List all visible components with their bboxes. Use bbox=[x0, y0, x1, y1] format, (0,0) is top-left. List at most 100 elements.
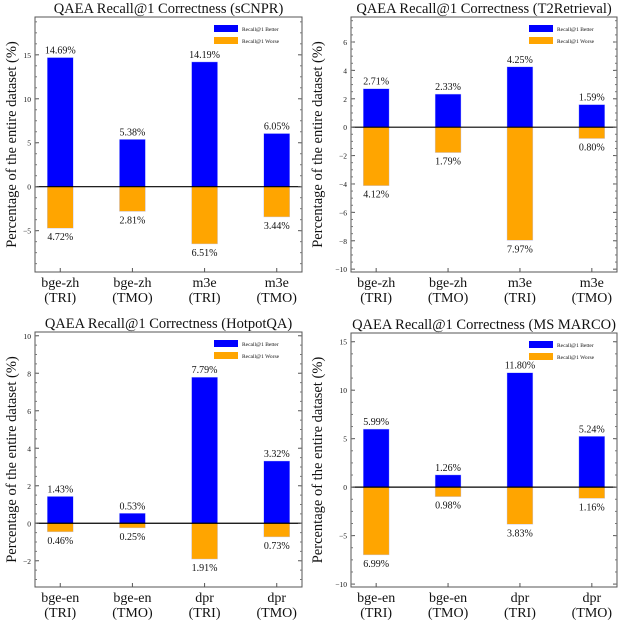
y-tick-label: −2 bbox=[23, 557, 31, 566]
x-tick-label: dpr bbox=[583, 591, 602, 606]
x-tick-label: bge-zh bbox=[113, 276, 151, 291]
data-label: 2.71% bbox=[363, 77, 389, 88]
data-label: 2.33% bbox=[435, 82, 461, 93]
x-tick-label: (TRI) bbox=[504, 606, 536, 621]
y-tick-label: −5 bbox=[23, 227, 31, 236]
data-label: 1.16% bbox=[579, 502, 605, 513]
legend-swatch-better bbox=[214, 25, 238, 32]
bar-better bbox=[434, 93, 462, 128]
bar-better bbox=[506, 66, 534, 128]
data-label: 4.72% bbox=[47, 232, 73, 243]
data-label: 11.80% bbox=[505, 361, 535, 372]
x-tick-label: (TMO) bbox=[572, 291, 613, 306]
y-tick-label: 10 bbox=[24, 95, 32, 104]
y-tick-label: −10 bbox=[335, 265, 347, 274]
bar-better bbox=[363, 88, 390, 128]
x-tick-label: (TRI) bbox=[189, 606, 221, 621]
data-label: 1.43% bbox=[47, 484, 73, 495]
data-label: 0.53% bbox=[119, 501, 145, 512]
bar-better bbox=[263, 460, 290, 524]
data-label: 1.79% bbox=[435, 157, 461, 168]
data-label: 0.80% bbox=[579, 143, 605, 154]
x-tick-label: (TRI) bbox=[360, 606, 392, 621]
y-tick-label: 6 bbox=[27, 407, 31, 416]
y-axis-label: Percentage of the entire dataset (%) bbox=[310, 41, 326, 248]
bar-worse bbox=[263, 523, 290, 538]
y-axis-label: Percentage of the entire dataset (%) bbox=[310, 357, 326, 564]
data-label: 0.73% bbox=[264, 541, 290, 552]
data-label: 2.81% bbox=[119, 215, 145, 226]
chart-svg: QAEA Recall@1 Correctness (T2Retrieval) P… bbox=[310, 1, 618, 306]
legend-swatch-better bbox=[529, 341, 553, 348]
bar-better bbox=[506, 372, 534, 488]
x-tick-label: bge-en bbox=[429, 591, 467, 606]
legend-label: Recall@1 Worse bbox=[557, 39, 595, 45]
bar-worse bbox=[506, 486, 534, 525]
y-axis-label: Percentage of the entire dataset (%) bbox=[4, 356, 20, 563]
data-label: 4.25% bbox=[507, 55, 533, 66]
x-tick-label: bge-zh bbox=[429, 276, 467, 291]
x-tick-label: dpr bbox=[511, 591, 530, 606]
chart-title: QAEA Recall@1 Correctness (MS MARCO) bbox=[352, 317, 616, 333]
y-tick-label: −8 bbox=[339, 237, 347, 246]
bar-better bbox=[119, 513, 146, 524]
bar-worse bbox=[506, 126, 534, 241]
y-tick-label: −4 bbox=[339, 180, 347, 189]
bar-better bbox=[578, 436, 605, 488]
x-tick-label: (TMO) bbox=[257, 291, 298, 306]
legend-label: Recall@1 Worse bbox=[242, 354, 280, 360]
y-tick-label: −2 bbox=[339, 152, 347, 161]
chart-svg: QAEA Recall@1 Correctness (sCNPR) Percent… bbox=[4, 1, 303, 306]
legend-swatch-better bbox=[529, 25, 553, 32]
bar-worse bbox=[578, 126, 605, 139]
x-tick-label: m3e bbox=[193, 276, 217, 291]
data-label: 3.44% bbox=[264, 221, 290, 232]
y-tick-label: 0 bbox=[343, 483, 347, 492]
y-tick-label: 6 bbox=[343, 38, 347, 47]
chart-panel: QAEA Recall@1 Correctness (MS MARCO) Perc… bbox=[310, 310, 640, 621]
y-tick-label: 5 bbox=[27, 139, 31, 148]
bar-worse bbox=[119, 523, 146, 529]
bar-better bbox=[47, 57, 74, 187]
chart-panel: QAEA Recall@1 Correctness (T2Retrieval) P… bbox=[310, 0, 640, 310]
bar-worse bbox=[434, 486, 462, 497]
data-label: 0.98% bbox=[435, 501, 461, 512]
x-tick-label: (TMO) bbox=[428, 606, 469, 621]
y-tick-label: 8 bbox=[27, 369, 31, 378]
legend-label: Recall@1 Better bbox=[242, 342, 279, 348]
bar-better bbox=[191, 61, 218, 187]
plot-frame bbox=[350, 332, 618, 588]
legend-swatch-worse bbox=[529, 353, 553, 360]
data-label: 7.79% bbox=[192, 365, 218, 376]
data-label: 1.26% bbox=[435, 463, 461, 474]
y-tick-label: 0 bbox=[27, 183, 31, 192]
x-tick-label: (TMO) bbox=[112, 606, 153, 621]
x-tick-label: m3e bbox=[265, 276, 289, 291]
chart-svg: QAEA Recall@1 Correctness (MS MARCO) Perc… bbox=[310, 317, 618, 621]
bar-better bbox=[363, 428, 390, 488]
y-axis-label: Percentage of the entire dataset (%) bbox=[4, 41, 20, 248]
x-tick-label: bge-zh bbox=[357, 276, 395, 291]
x-tick-label: (TRI) bbox=[504, 291, 536, 306]
x-tick-label: m3e bbox=[580, 276, 604, 291]
data-label: 3.83% bbox=[507, 528, 533, 539]
chart-title: QAEA Recall@1 Correctness (HotpotQA) bbox=[45, 316, 292, 332]
legend-swatch-worse bbox=[214, 37, 238, 44]
bar-worse bbox=[47, 186, 74, 229]
y-tick-label: 0 bbox=[343, 123, 347, 132]
bar-worse bbox=[363, 126, 390, 186]
y-tick-label: 0 bbox=[27, 519, 31, 528]
x-tick-label: (TRI) bbox=[360, 291, 392, 306]
x-tick-label: dpr bbox=[195, 591, 214, 606]
bar-better bbox=[578, 104, 605, 128]
data-label: 5.24% bbox=[579, 424, 605, 435]
y-tick-label: 4 bbox=[343, 66, 347, 75]
data-label: 5.38% bbox=[119, 127, 145, 138]
y-tick-label: 10 bbox=[24, 332, 32, 341]
data-label: 1.59% bbox=[579, 93, 605, 104]
legend-swatch-better bbox=[214, 340, 238, 347]
data-label: 7.97% bbox=[507, 244, 533, 255]
x-tick-label: (TMO) bbox=[428, 291, 469, 306]
y-tick-label: 15 bbox=[340, 338, 348, 347]
bar-better bbox=[434, 474, 462, 488]
